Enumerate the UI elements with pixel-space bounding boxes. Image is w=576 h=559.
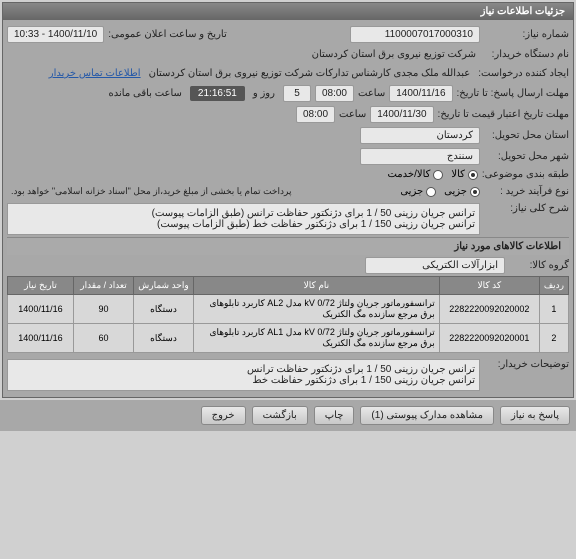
deadline-label: مهلت ارسال پاسخ: تا تاریخ: — [457, 88, 569, 99]
cat-b-label: کالا/خدمت — [387, 169, 430, 180]
row-city: شهر محل تحویل: سنندج — [7, 146, 569, 167]
desc-textarea[interactable]: ترانس جریان رزینی 50 / 1 برای دژنکتور حف… — [7, 203, 480, 235]
buy-b-label: جزیی — [400, 186, 423, 197]
items-section-title: اطلاعات کالاهای مورد نیاز — [7, 237, 569, 255]
row-valid: مهلت تاریخ اعتبار قیمت تا تاریخ: 1400/11… — [7, 104, 569, 125]
province-value: کردستان — [360, 127, 480, 144]
table-cell: دستگاه — [134, 295, 194, 324]
pay-note: پرداخت تمام یا بخشی از مبلغ خرید،از محل … — [7, 184, 295, 199]
row-buy-type: نوع فرآیند خرید : جزیی جزیی پرداخت تمام … — [7, 182, 569, 201]
col-date: تاریخ نیاز — [8, 277, 74, 295]
announce-label: تاریخ و ساعت اعلان عمومی: — [108, 29, 227, 40]
row-deadline: مهلت ارسال پاسخ: تا تاریخ: 1400/11/16 سا… — [7, 83, 569, 104]
print-button[interactable]: چاپ — [314, 406, 355, 425]
table-cell: 60 — [74, 324, 134, 353]
table-cell: 1400/11/16 — [8, 295, 74, 324]
col-unit: واحد شمارش — [134, 277, 194, 295]
table-cell: 2282220092020001 — [439, 324, 539, 353]
desc-label: شرح کلی نیاز: — [484, 203, 569, 214]
remain-label: ساعت باقی مانده — [105, 86, 186, 101]
main-panel: جزئیات اطلاعات نیاز شماره نیاز: 11000070… — [2, 2, 574, 398]
table-cell: ترانسفورماتور جریان ولتاژ kV 0/72 مدل AL… — [194, 324, 440, 353]
table-row: 22282220092020001ترانسفورماتور جریان ولت… — [8, 324, 569, 353]
notes-label: توضیحات خریدار: — [484, 359, 569, 370]
button-bar: پاسخ به نیاز مشاهده مدارک پیوستی (1) چاپ… — [0, 400, 576, 431]
table-header-row: ردیف کد کالا نام کالا واحد شمارش تعداد /… — [8, 277, 569, 295]
table-cell: ترانسفورماتور جریان ولتاژ kV 0/72 مدل AL… — [194, 295, 440, 324]
panel-body: شماره نیاز: 1100007017000310 تاریخ و ساع… — [3, 20, 573, 397]
row-requester: ایجاد کننده درخواست: عبدالله ملک مجدی کا… — [7, 64, 569, 83]
buyer-value: شرکت توزیع نیروی برق استان کردستان — [308, 47, 480, 62]
group-value: ابزارآلات الکتریکی — [365, 257, 505, 274]
row-group: گروه کالا: ابزارآلات الکتریکی — [7, 255, 569, 276]
table-cell: 2 — [539, 324, 568, 353]
row-buyer: نام دستگاه خریدار: شرکت توزیع نیروی برق … — [7, 45, 569, 64]
group-label: گروه کالا: — [509, 260, 569, 271]
time-label-2: ساعت — [339, 109, 366, 120]
cat-radio-a[interactable]: کالا — [451, 169, 478, 180]
radio-icon — [470, 187, 480, 197]
valid-label: مهلت تاریخ اعتبار قیمت تا تاریخ: — [438, 109, 569, 120]
table-cell: 2282220092020002 — [439, 295, 539, 324]
back-button[interactable]: بازگشت — [252, 406, 308, 425]
radio-icon — [426, 187, 436, 197]
buy-type-radios: جزیی جزیی — [400, 186, 480, 197]
buy-type-label: نوع فرآیند خرید : — [484, 186, 569, 197]
respond-button[interactable]: پاسخ به نیاز — [500, 406, 570, 425]
table-row: 12282220092020002ترانسفورماتور جریان ولت… — [8, 295, 569, 324]
cat-radio-b[interactable]: کالا/خدمت — [387, 169, 443, 180]
buy-radio-a[interactable]: جزیی — [444, 186, 480, 197]
row-need-number: شماره نیاز: 1100007017000310 تاریخ و ساع… — [7, 24, 569, 45]
requester-label: ایجاد کننده درخواست: — [478, 68, 569, 79]
deadline-time: 08:00 — [315, 85, 354, 102]
col-row: ردیف — [539, 277, 568, 295]
buy-a-label: جزیی — [444, 186, 467, 197]
announce-value: 1400/11/10 - 10:33 — [7, 26, 104, 43]
days-value: 5 — [283, 85, 311, 102]
days-label: روز و — [249, 86, 279, 101]
notes-textarea[interactable]: ترانس جریان رزینی 50 / 1 برای دژنکتور حف… — [7, 359, 480, 391]
need-number-value: 1100007017000310 — [350, 26, 480, 43]
table-cell: 90 — [74, 295, 134, 324]
exit-button[interactable]: خروج — [201, 406, 246, 425]
contact-link[interactable]: اطلاعات تماس خریدار — [49, 68, 141, 79]
valid-time: 08:00 — [296, 106, 335, 123]
buyer-label: نام دستگاه خریدار: — [484, 49, 569, 60]
row-desc: شرح کلی نیاز: ترانس جریان رزینی 50 / 1 ب… — [7, 201, 569, 237]
city-value: سنندج — [360, 148, 480, 165]
province-label: استان محل تحویل: — [484, 130, 569, 141]
remain-time: 21:16:51 — [190, 86, 245, 101]
need-number-label: شماره نیاز: — [484, 29, 569, 40]
row-category: طبقه بندی موضوعی: کالا کالا/خدمت — [7, 167, 569, 182]
col-name: نام کالا — [194, 277, 440, 295]
col-qty: تعداد / مقدار — [74, 277, 134, 295]
table-cell: 1400/11/16 — [8, 324, 74, 353]
category-label: طبقه بندی موضوعی: — [482, 169, 569, 180]
col-code: کد کالا — [439, 277, 539, 295]
attachments-button[interactable]: مشاهده مدارک پیوستی (1) — [360, 406, 494, 425]
requester-value: عبدالله ملک مجدی کارشناس تدارکات شرکت تو… — [145, 66, 475, 81]
row-notes: توضیحات خریدار: ترانس جریان رزینی 50 / 1… — [7, 357, 569, 393]
deadline-date: 1400/11/16 — [389, 85, 452, 102]
radio-icon — [468, 170, 478, 180]
table-cell: دستگاه — [134, 324, 194, 353]
items-table: ردیف کد کالا نام کالا واحد شمارش تعداد /… — [7, 276, 569, 353]
panel-title: جزئیات اطلاعات نیاز — [3, 3, 573, 20]
row-province: استان محل تحویل: کردستان — [7, 125, 569, 146]
time-label-1: ساعت — [358, 88, 385, 99]
buy-radio-b[interactable]: جزیی — [400, 186, 436, 197]
radio-icon — [433, 170, 443, 180]
city-label: شهر محل تحویل: — [484, 151, 569, 162]
cat-a-label: کالا — [451, 169, 465, 180]
category-radios: کالا کالا/خدمت — [387, 169, 477, 180]
valid-date: 1400/11/30 — [370, 106, 433, 123]
table-cell: 1 — [539, 295, 568, 324]
